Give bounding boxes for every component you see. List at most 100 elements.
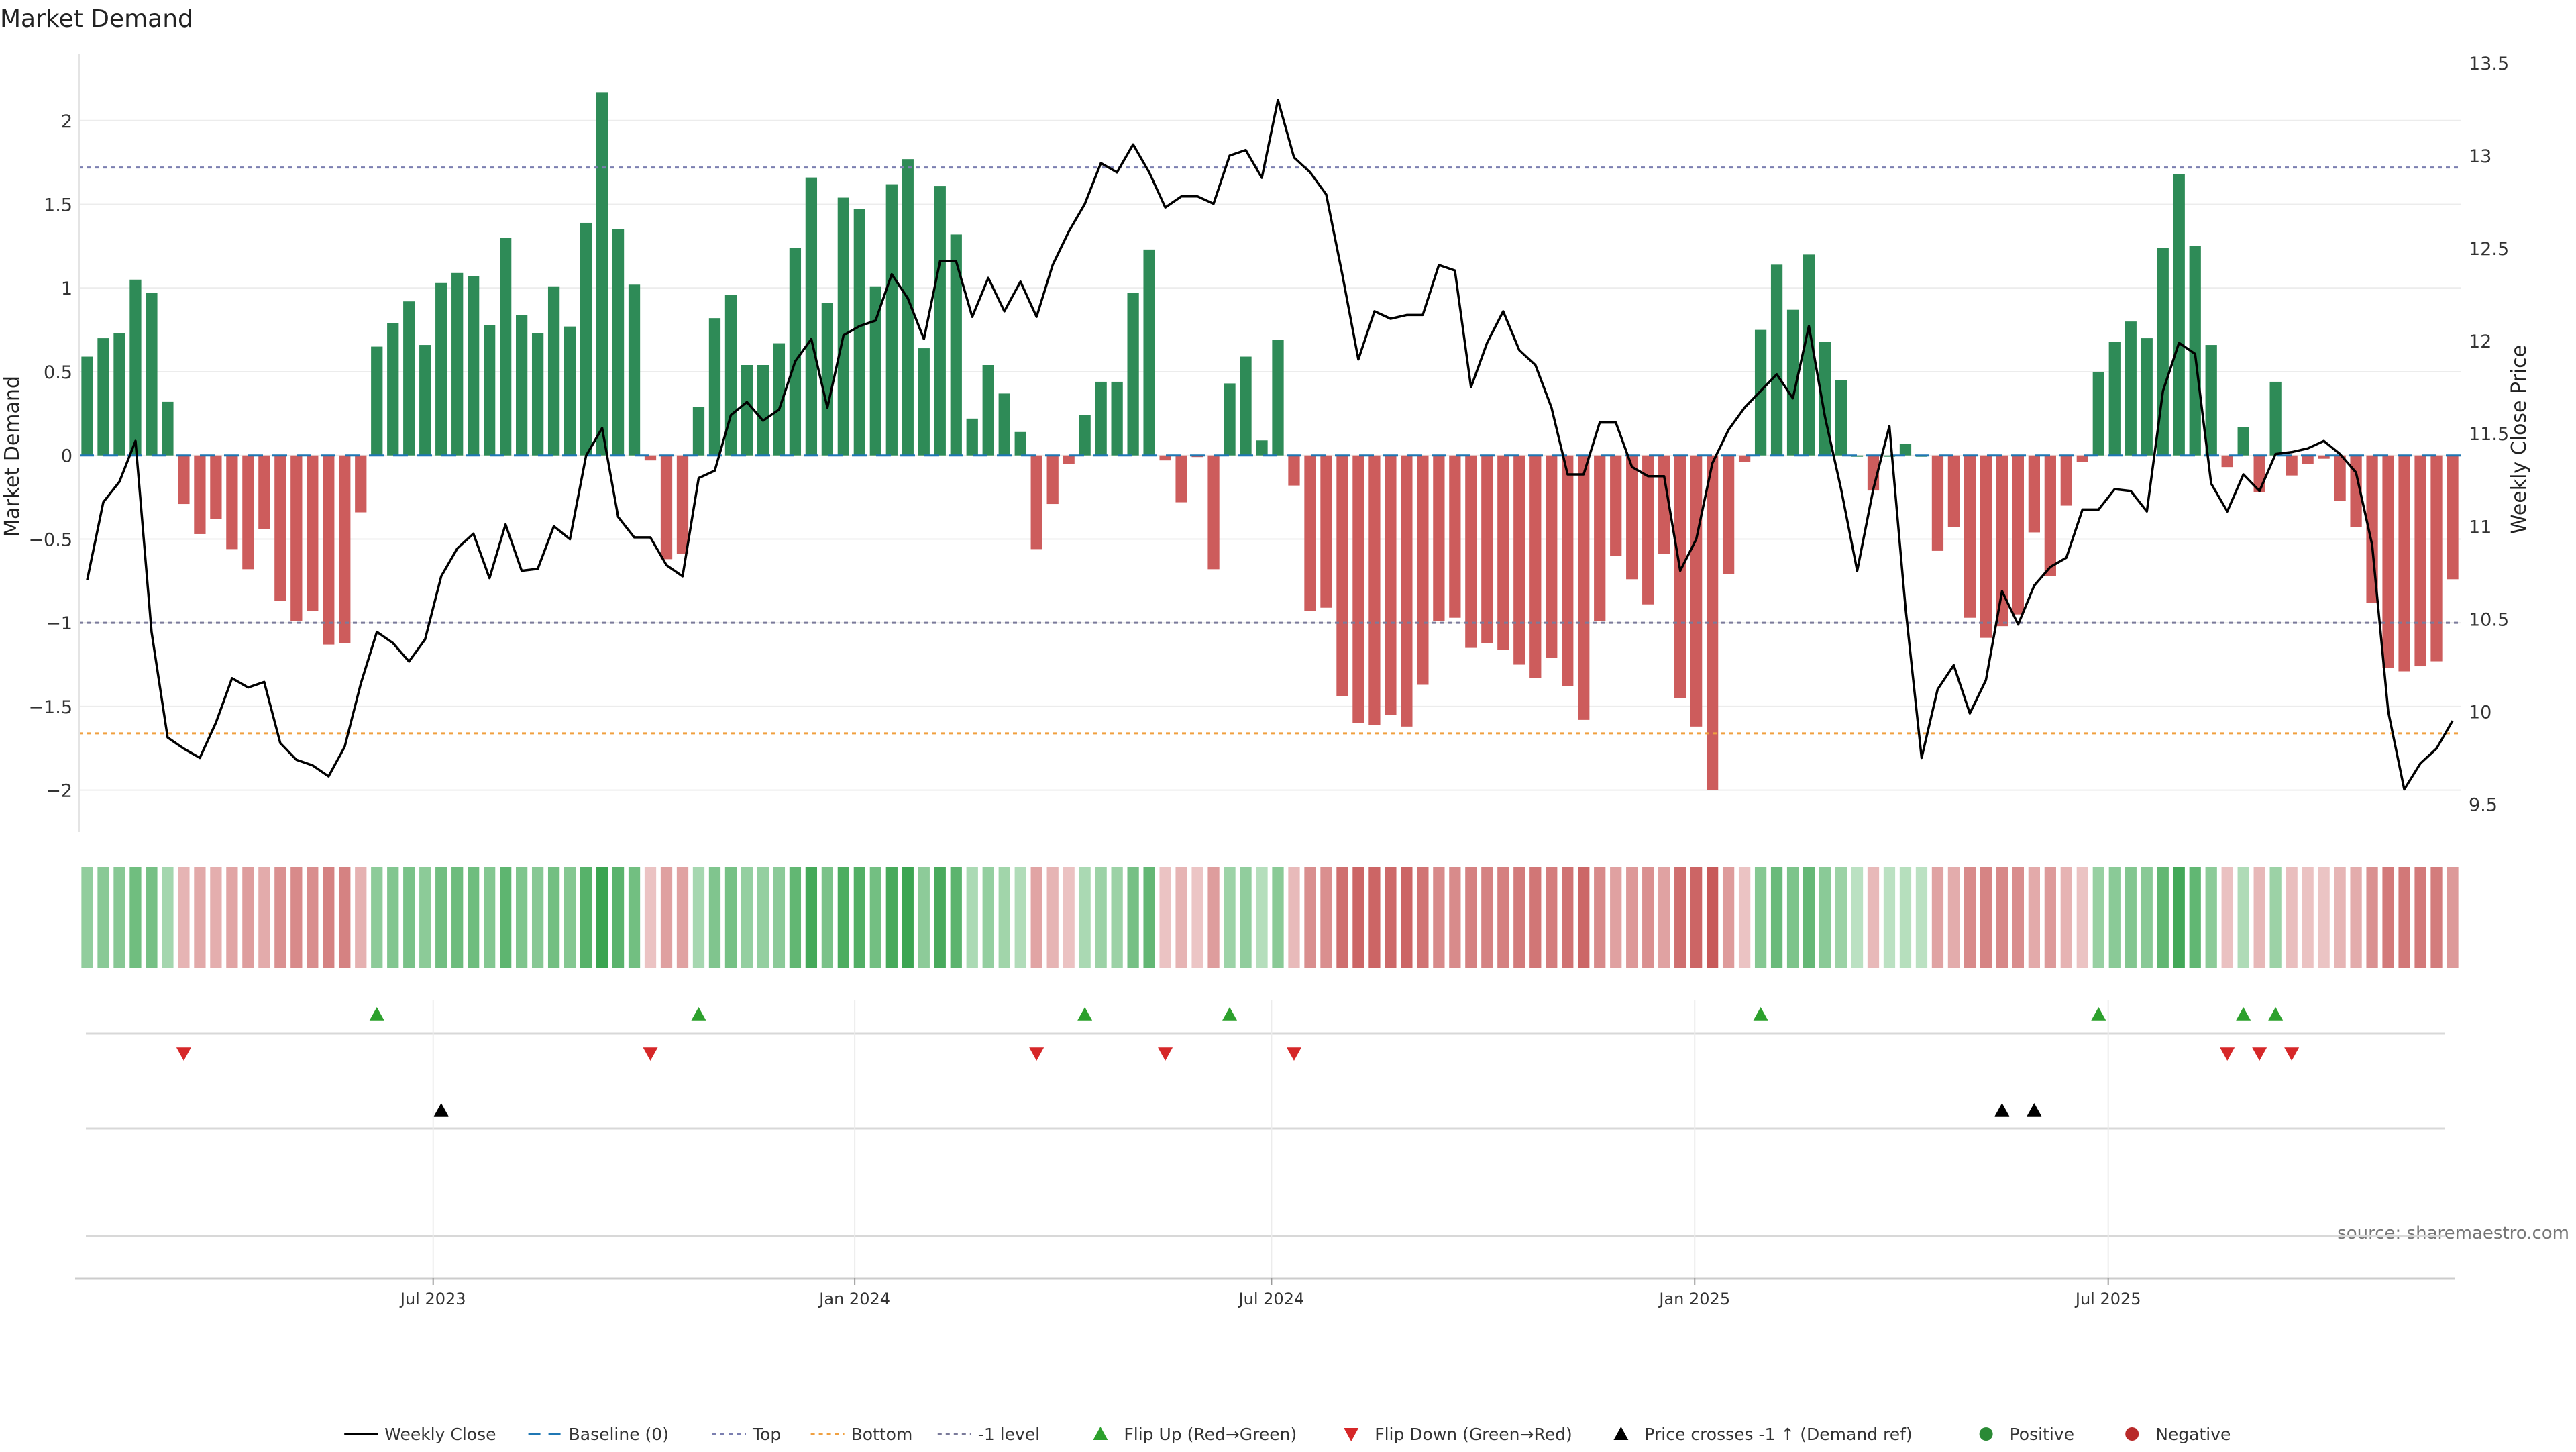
heat-cell	[1803, 867, 1815, 968]
x-tick-label: Jan 2025	[1658, 1290, 1730, 1308]
demand-bar-negative	[644, 455, 657, 461]
demand-bar-negative	[1030, 455, 1042, 550]
demand-bar-positive	[387, 323, 399, 456]
heat-cell	[1256, 867, 1268, 968]
y2-tick-label: 10	[2469, 702, 2491, 723]
demand-bar-positive	[1240, 356, 1252, 456]
heat-cell	[708, 867, 721, 968]
flip-down-marker	[176, 1047, 191, 1061]
heat-cell	[998, 867, 1010, 968]
heat-cell	[1594, 867, 1606, 968]
flip-down-marker	[1158, 1047, 1173, 1061]
heat-cell	[2125, 867, 2137, 968]
demand-bar-negative	[1964, 455, 1976, 618]
demand-bar-negative	[1208, 455, 1220, 570]
legend-flip-up-label: Flip Up (Red→Green)	[1124, 1424, 1297, 1444]
demand-bar-positive	[403, 301, 415, 456]
demand-bar-negative	[2044, 455, 2056, 576]
demand-bar-negative	[1578, 455, 1590, 720]
x-tick-label: Jul 2025	[2074, 1290, 2141, 1308]
heat-cell	[178, 867, 190, 968]
heat-cell	[564, 867, 576, 968]
demand-bar-positive	[500, 238, 512, 456]
heat-cell	[307, 867, 319, 968]
heat-cell	[2205, 867, 2217, 968]
heat-cell	[628, 867, 641, 968]
heat-cell	[2076, 867, 2088, 968]
demand-bar-positive	[2141, 338, 2153, 456]
demand-bar-negative	[1401, 455, 1413, 727]
legend-bottom-label: Bottom	[851, 1424, 913, 1444]
heat-cell	[2430, 867, 2443, 968]
demand-bar-negative	[1690, 455, 1703, 727]
heat-cell	[1046, 867, 1059, 968]
demand-bar-positive	[1851, 455, 1864, 457]
heat-cell	[2382, 867, 2394, 968]
demand-bar-negative	[1385, 455, 1397, 715]
heat-cell	[692, 867, 705, 968]
demand-bar-negative	[2350, 455, 2362, 527]
y2-tick-label: 11.5	[2469, 424, 2509, 445]
heat-cell	[2189, 867, 2201, 968]
y2-axis-label: Weekly Close Price	[2508, 345, 2531, 534]
demand-bar-positive	[468, 276, 480, 456]
demand-bar-negative	[290, 455, 303, 621]
demand-bar-positive	[484, 325, 496, 456]
demand-bar-negative	[355, 455, 367, 513]
heat-cell	[676, 867, 689, 968]
demand-bar-positive	[1079, 415, 1091, 456]
demand-bar-positive	[2205, 345, 2217, 456]
legend-negative-symbol	[2125, 1427, 2139, 1441]
demand-bar-positive	[1272, 340, 1284, 456]
heat-cell	[1079, 867, 1091, 968]
heat-cell	[1352, 867, 1364, 968]
demand-bar-positive	[146, 293, 158, 456]
y-tick-label: 2	[61, 111, 72, 132]
demand-bar-positive	[982, 365, 994, 456]
demand-bar-negative	[1706, 455, 1719, 790]
demand-bar-negative	[2382, 455, 2394, 668]
heat-cell	[982, 867, 994, 968]
heat-cell	[1385, 867, 1397, 968]
demand-bar-negative	[2076, 455, 2088, 462]
demand-bar-positive	[435, 282, 447, 456]
legend: Weekly Close Baseline (0) Top Bottom -1 leve…	[344, 1424, 2231, 1444]
y2-tick-label: 11	[2469, 517, 2491, 537]
heat-cell	[2092, 867, 2104, 968]
heat-cell	[1722, 867, 1735, 968]
heat-cell	[1851, 867, 1864, 968]
weekly-close-line	[86, 99, 2454, 791]
demand-bar-positive	[1111, 381, 1123, 456]
demand-bar-negative	[660, 455, 673, 560]
heat-cell	[1417, 867, 1429, 968]
heat-cell	[419, 867, 431, 968]
y-tick-label: 0.5	[44, 362, 72, 383]
heat-cell	[2366, 867, 2378, 968]
demand-bar-negative	[2060, 455, 2072, 506]
y2-tick-label: 9.5	[2469, 795, 2498, 816]
heat-cell	[2253, 867, 2265, 968]
heat-cell	[290, 867, 303, 968]
demand-bar-negative	[2221, 455, 2233, 468]
heat-cell	[1867, 867, 1880, 968]
heat-cell	[146, 867, 158, 968]
heat-cell	[1546, 867, 1558, 968]
y2-tick-label: 10.5	[2469, 609, 2509, 630]
demand-bar-negative	[1610, 455, 1622, 556]
flip-up-marker	[1077, 1007, 1093, 1021]
heat-cell	[1095, 867, 1107, 968]
demand-bar-negative	[1159, 455, 1171, 461]
demand-bar-positive	[113, 333, 125, 456]
demand-bar-negative	[1417, 455, 1429, 685]
heat-cell	[1159, 867, 1171, 968]
heat-cell	[242, 867, 254, 968]
heat-cell	[1240, 867, 1252, 968]
flip-down-marker	[2284, 1047, 2300, 1061]
heat-cell	[371, 867, 383, 968]
heat-cell	[2414, 867, 2426, 968]
heat-cell	[194, 867, 206, 968]
x-tick-label: Jul 2023	[399, 1290, 466, 1308]
legend-flip-down-symbol	[1344, 1428, 1359, 1441]
heat-cell	[1835, 867, 1847, 968]
demand-bar-positive	[902, 159, 914, 456]
